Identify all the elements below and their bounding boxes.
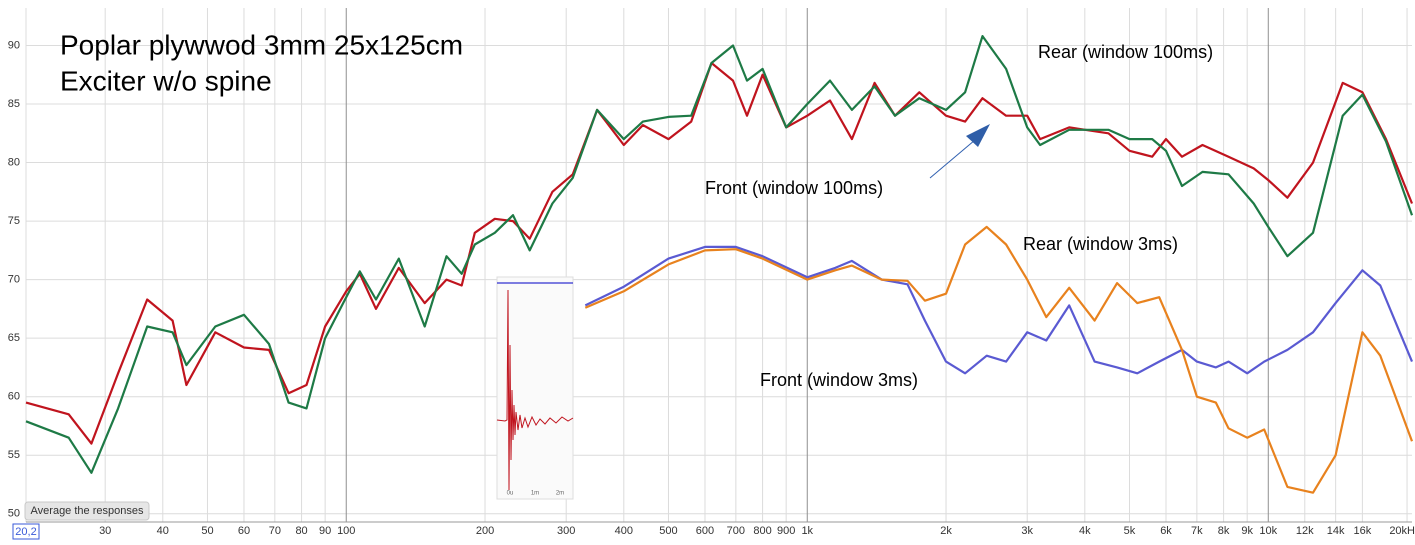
x-tick-label: 500 (659, 525, 677, 537)
x-tick-label: 12k (1296, 525, 1314, 537)
x-tick-label: 7k (1191, 525, 1203, 537)
y-tick-label: 60 (8, 391, 20, 403)
annotation-arrowhead (966, 124, 990, 147)
x-tick-label: 2k (940, 525, 952, 537)
y-tick-label: 85 (8, 98, 20, 110)
x-tick-label: 800 (753, 525, 771, 537)
x-tick-label: 5k (1124, 525, 1136, 537)
y-tick-label: 70 (8, 274, 20, 286)
series-label: Rear (window 3ms) (1023, 234, 1178, 254)
series-label: Front (window 100ms) (705, 178, 883, 198)
x-tick-label: 30 (99, 525, 111, 537)
x-tick-label: 40 (157, 525, 169, 537)
x-tick-label: 400 (615, 525, 633, 537)
button-label[interactable]: Average the responses (31, 505, 144, 517)
y-tick-label: 75 (8, 215, 20, 227)
x-tick-label: 50 (201, 525, 213, 537)
x-tick-label: 20,2 (15, 526, 36, 538)
average-button[interactable]: Average the responses (24, 501, 150, 521)
y-tick-label: 80 (8, 156, 20, 168)
line-series (25, 35, 1414, 474)
x-tick-label: 1k (801, 525, 813, 537)
x-start-box (12, 523, 40, 540)
line-series (584, 245, 1414, 375)
inset-impulse: 0u 1m 2m (496, 276, 574, 500)
x-tick-label: 20kH (1389, 525, 1415, 537)
chart-title: Poplar plywwod 3mm 25x125cm (60, 29, 463, 60)
x-tick-label: 4k (1079, 525, 1091, 537)
line-series (584, 225, 1414, 494)
chart-subtitle: Exciter w/o spine (60, 65, 272, 96)
inset-label: 0u (507, 491, 514, 497)
x-tick-label: 3k (1021, 525, 1033, 537)
inset-trace (496, 289, 574, 491)
x-tick-label: 6k (1160, 525, 1172, 537)
line-series (25, 61, 1414, 445)
x-tick-label: 90 (319, 525, 331, 537)
y-tick-label: 65 (8, 332, 20, 344)
curves (25, 35, 1414, 494)
inset-label: 1m (531, 491, 539, 497)
x-tick-label: 700 (727, 525, 745, 537)
y-tick-label: 55 (8, 449, 20, 461)
x-tick-label: 9k (1241, 525, 1253, 537)
x-tick-label: 100 (337, 525, 355, 537)
x-tick-label: 900 (777, 525, 795, 537)
x-tick-label: 8k (1218, 525, 1230, 537)
button-frame[interactable] (24, 501, 150, 521)
x-tick-label: 300 (557, 525, 575, 537)
x-tick-label: 200 (476, 525, 494, 537)
series-label: Front (window 3ms) (760, 370, 918, 390)
annotation-arrow (929, 139, 976, 179)
x-tick-label: 10k (1259, 525, 1277, 537)
y-tick-label: 50 (8, 508, 20, 520)
series-label: Rear (window 100ms) (1038, 42, 1213, 62)
y-tick-label: 90 (8, 39, 20, 51)
x-tick-label: 14k (1327, 525, 1345, 537)
x-tick-label: 70 (269, 525, 281, 537)
x-tick-label: 600 (696, 525, 714, 537)
x-tick-label: 60 (238, 525, 250, 537)
inset-label: 2m (556, 491, 564, 497)
x-tick-label: 80 (295, 525, 307, 537)
x-tick-label: 16k (1354, 525, 1372, 537)
